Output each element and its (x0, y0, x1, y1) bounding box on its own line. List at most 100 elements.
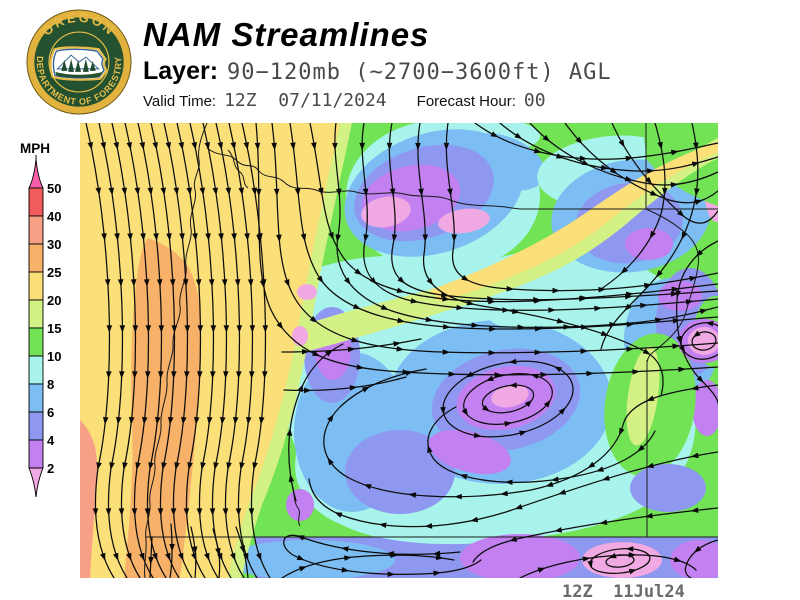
legend-band (28, 327, 44, 357)
streamline (481, 384, 535, 414)
streamline (529, 123, 718, 186)
forecast-hour-value: 00 (523, 90, 546, 111)
legend-tick-label: 6 (47, 405, 54, 420)
flow-arrows (332, 142, 708, 331)
streamlines (85, 123, 718, 578)
legend-tick-label: 4 (47, 433, 55, 448)
flow-arrows (443, 142, 698, 294)
flow-arrows (169, 543, 175, 552)
flow-arrows (327, 370, 699, 500)
streamline (169, 523, 173, 578)
flow-arrows (301, 341, 401, 355)
streamline (474, 123, 718, 160)
streamline (691, 331, 717, 351)
flow-arrows (624, 142, 700, 311)
legend-units-label: MPH (20, 141, 50, 156)
streamline (684, 539, 718, 578)
flow-arrows (575, 136, 703, 205)
page-title: NAM Streamlines (143, 16, 430, 53)
flow-arrows (165, 141, 191, 561)
legend-tick-labels: 50 40 30 25 20 15 10 8 6 4 2 (47, 181, 61, 476)
flow-arrows (87, 141, 113, 561)
flow-arrows (334, 452, 699, 529)
oregon-state-emblem (49, 46, 108, 81)
streamline (334, 123, 718, 328)
flow-arrows (254, 142, 686, 378)
legend-tick-label: 25 (47, 265, 61, 280)
flow-arrows (286, 349, 333, 482)
layer-label: Layer: (143, 57, 219, 85)
flow-arrows (191, 546, 198, 555)
flow-arrows (620, 141, 668, 274)
flow-arrows (618, 139, 685, 217)
streamline (281, 338, 422, 353)
legend-above-max-arrow (28, 158, 44, 189)
flow-arrows (427, 444, 645, 486)
legend-tick-label: 10 (47, 349, 61, 364)
border-line (227, 149, 249, 189)
streamline (361, 123, 718, 311)
flow-arrows (386, 142, 679, 303)
flow-arrows (693, 545, 702, 553)
trees-graphic (61, 59, 96, 72)
streamline (288, 343, 344, 502)
flow-arrows (490, 131, 679, 162)
flow-arrows (178, 141, 204, 561)
streamline (600, 123, 699, 350)
valid-time-value: 12Z 07/11/2024 (224, 90, 387, 111)
legend-tick-label: 20 (47, 293, 61, 308)
border-line (143, 123, 208, 578)
flow-arrows (191, 141, 217, 561)
legend-band (28, 243, 44, 273)
flow-arrows (675, 249, 704, 383)
flow-arrows (298, 552, 444, 572)
legend-below-min-arrow (28, 467, 44, 498)
logo-inner-ring (48, 31, 110, 93)
flow-arrows (113, 141, 139, 561)
legend-tick-label: 15 (47, 321, 61, 336)
flow-arrows (148, 556, 154, 565)
streamline (463, 373, 553, 425)
flow-arrows (303, 385, 358, 394)
streamline (308, 451, 718, 528)
legend-band (28, 299, 44, 329)
flow-arrows (587, 546, 637, 575)
legend-tick-label: 2 (47, 461, 54, 476)
flow-arrows (461, 373, 551, 427)
flow-arrows (537, 552, 682, 573)
streamline (472, 507, 718, 563)
legend-band (28, 439, 44, 469)
border-line (645, 208, 699, 363)
flow-arrows (509, 507, 699, 542)
legend-color-bar (28, 158, 44, 498)
legend-band (28, 271, 44, 301)
flow-arrows (440, 358, 566, 438)
flow-arrows (139, 141, 165, 561)
streamline (235, 526, 249, 578)
flow-arrows (359, 142, 694, 313)
flow-arrows (415, 142, 651, 355)
streamline (283, 534, 482, 575)
legend-tick-label: 40 (47, 209, 61, 224)
streamline (611, 123, 718, 224)
streamline (212, 528, 221, 578)
flow-arrows (271, 142, 680, 356)
flow-arrows (126, 141, 152, 561)
streamline (427, 406, 656, 483)
header: NAM Streamlines Layer: 90−120mb (~2700−3… (143, 16, 612, 111)
legend-band (28, 411, 44, 441)
streamline (323, 368, 718, 498)
wind-speed-legend: MPH 50 40 30 25 20 15 10 8 6 4 2 (20, 141, 61, 498)
legend-band (28, 383, 44, 413)
flow-arrows (217, 141, 243, 561)
legend-band (28, 355, 44, 385)
legend-tick-label: 8 (47, 377, 54, 392)
flow-arrows (239, 545, 245, 554)
speed-shading (80, 123, 718, 578)
map-timestamp: 12Z 11Jul24 (562, 582, 685, 600)
odf-logo: OREGON DEPARTMENT OF FORESTRY (26, 9, 132, 115)
valid-time-label: Valid Time: (143, 93, 217, 110)
streamline (271, 123, 718, 354)
